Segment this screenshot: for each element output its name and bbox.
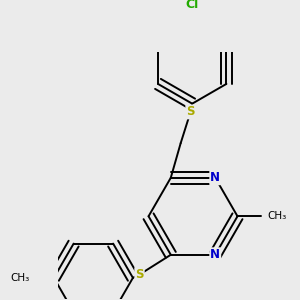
Text: S: S	[186, 105, 195, 119]
Text: CH₃: CH₃	[267, 211, 286, 221]
Text: N: N	[210, 171, 220, 184]
Text: CH₃: CH₃	[10, 273, 29, 283]
Text: N: N	[210, 248, 220, 261]
Text: Cl: Cl	[186, 0, 199, 11]
Text: S: S	[135, 268, 144, 281]
